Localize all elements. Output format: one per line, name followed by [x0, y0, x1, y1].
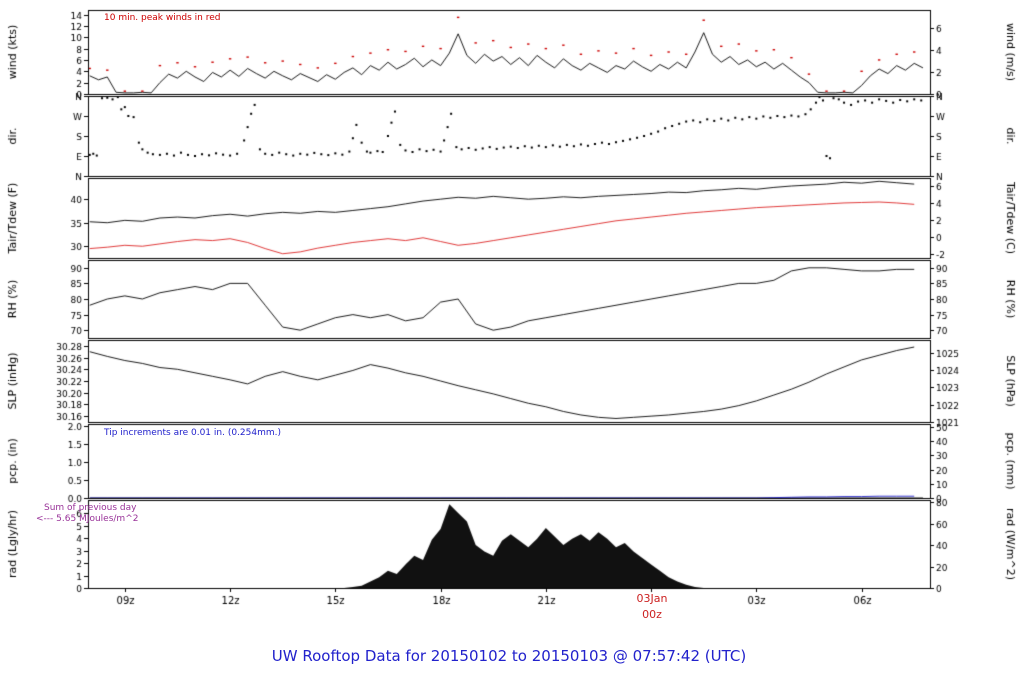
- chart-title: UW Rooftop Data for 20150102 to 20150103…: [271, 647, 747, 665]
- radiation-sum-annotation-line2: <--- 5.65 MJoules/m^2: [36, 514, 139, 524]
- x-axis-date-hour-label: 00z: [642, 608, 662, 621]
- wind-peak-annotation: 10 min. peak winds in red: [104, 13, 221, 23]
- x-axis-date-label: 03Jan: [636, 592, 668, 605]
- radiation-sum-annotation-line1: Sum of previous day: [44, 503, 137, 513]
- precip-tip-annotation: Tip increments are 0.01 in. (0.254mm.): [104, 428, 281, 438]
